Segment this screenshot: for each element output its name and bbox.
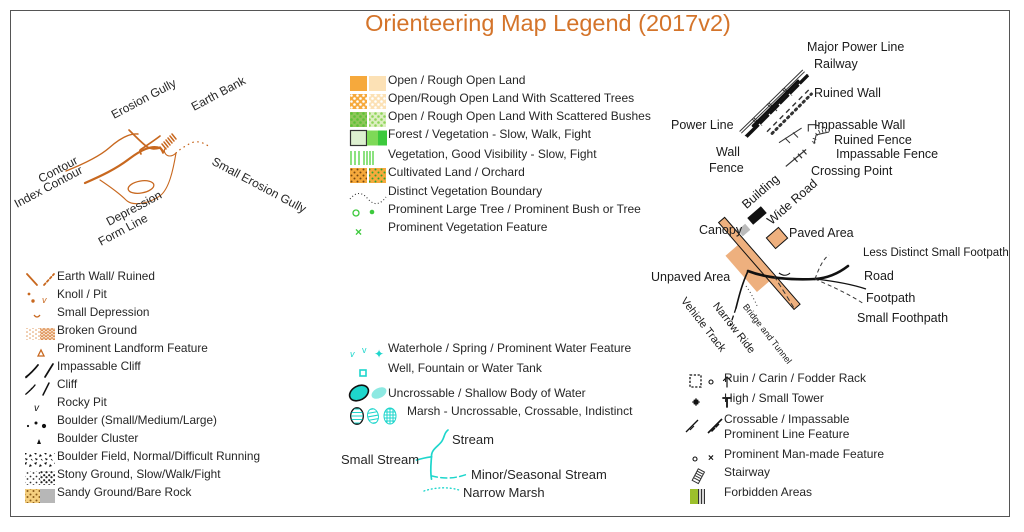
svg-text:Canopy: Canopy [699, 223, 743, 237]
svg-text:Paved Area: Paved Area [789, 226, 854, 240]
svg-text:v: v [34, 403, 40, 414]
svg-text:Ruined Fence: Ruined Fence [834, 133, 912, 147]
svg-text:Erosion Gully: Erosion Gully [109, 76, 179, 122]
svg-text:v: v [362, 345, 367, 355]
svg-text:Less Distinct Small Footpath: Less Distinct Small Footpath [863, 247, 1009, 259]
svg-text:Impassable Wall: Impassable Wall [814, 118, 905, 132]
svg-text:Power Line: Power Line [671, 118, 734, 132]
svg-text:Footpath: Footpath [866, 291, 915, 305]
svg-text:×: × [708, 453, 714, 464]
svg-text:Stream: Stream [452, 432, 494, 447]
svg-text:Major Power Line: Major Power Line [807, 40, 904, 54]
svg-text:Railway: Railway [814, 57, 859, 71]
svg-text:Narrow Marsh: Narrow Marsh [463, 485, 545, 500]
svg-text:Road: Road [864, 269, 894, 283]
svg-text:Bridge and Tunnel: Bridge and Tunnel [741, 302, 794, 366]
svg-text:Small Stream: Small Stream [341, 452, 419, 467]
svg-text:v: v [42, 295, 47, 305]
svg-text:Minor/Seasonal Stream: Minor/Seasonal Stream [471, 467, 607, 482]
svg-text:Building: Building [739, 172, 782, 212]
svg-text:Unpaved Area: Unpaved Area [651, 270, 730, 284]
svg-text:Ruined Wall: Ruined Wall [814, 86, 881, 100]
svg-text:Small Foothpath: Small Foothpath [857, 311, 948, 325]
svg-text:Fence: Fence [709, 161, 744, 175]
svg-text:v: v [350, 349, 355, 359]
svg-text:×: × [355, 225, 362, 239]
svg-text:Earth Bank: Earth Bank [189, 73, 249, 114]
svg-text:✦: ✦ [374, 347, 384, 361]
svg-text:Small Erosion Gully: Small Erosion Gully [210, 154, 309, 216]
svg-text:Impassable Fence: Impassable Fence [836, 147, 938, 161]
svg-text:Wall: Wall [716, 145, 740, 159]
